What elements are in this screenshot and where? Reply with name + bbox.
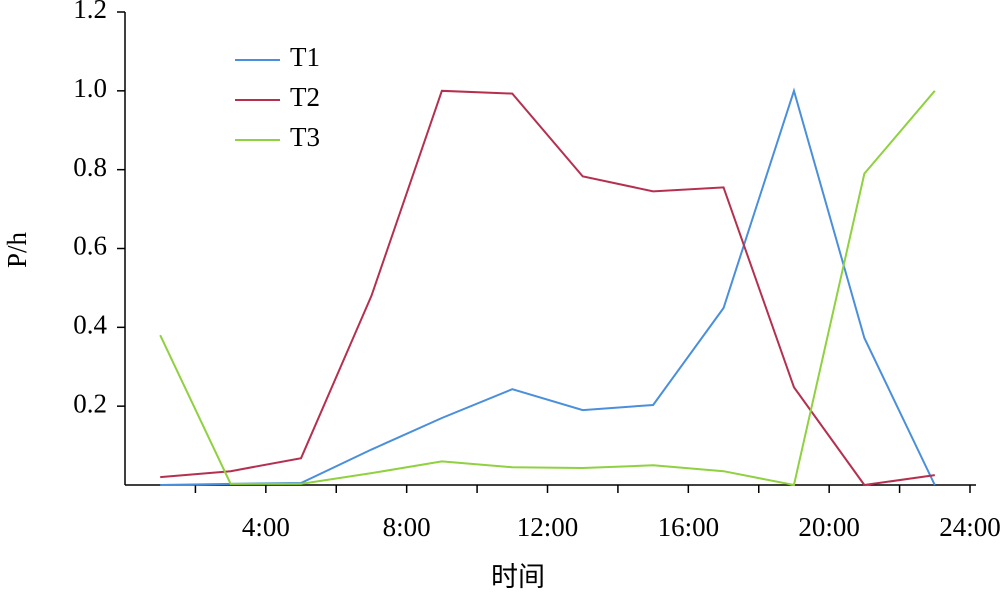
x-tick-label: 12:00 xyxy=(517,512,579,542)
legend-label: T1 xyxy=(290,42,320,72)
x-axis-label: 时间 xyxy=(491,562,545,592)
legend-label: T2 xyxy=(290,82,320,112)
y-tick-label: 1.2 xyxy=(73,0,107,24)
y-tick-label: 0.2 xyxy=(73,388,107,418)
series-line xyxy=(160,87,936,486)
series-line xyxy=(159,90,936,487)
series-line xyxy=(160,89,935,487)
y-tick-label: 0.4 xyxy=(73,310,107,340)
legend-label: T3 xyxy=(290,122,320,152)
y-axis-label: P/h xyxy=(2,231,32,268)
y-tick-label: 0.6 xyxy=(73,231,107,261)
x-tick-label: 24:00 xyxy=(939,512,1000,542)
x-tick-label: 8:00 xyxy=(383,512,431,542)
x-tick-label: 16:00 xyxy=(658,512,720,542)
y-tick-label: 1.0 xyxy=(73,73,107,103)
x-tick-label: 20:00 xyxy=(798,512,860,542)
y-tick-label: 0.8 xyxy=(73,152,107,182)
x-tick-label: 4:00 xyxy=(242,512,290,542)
